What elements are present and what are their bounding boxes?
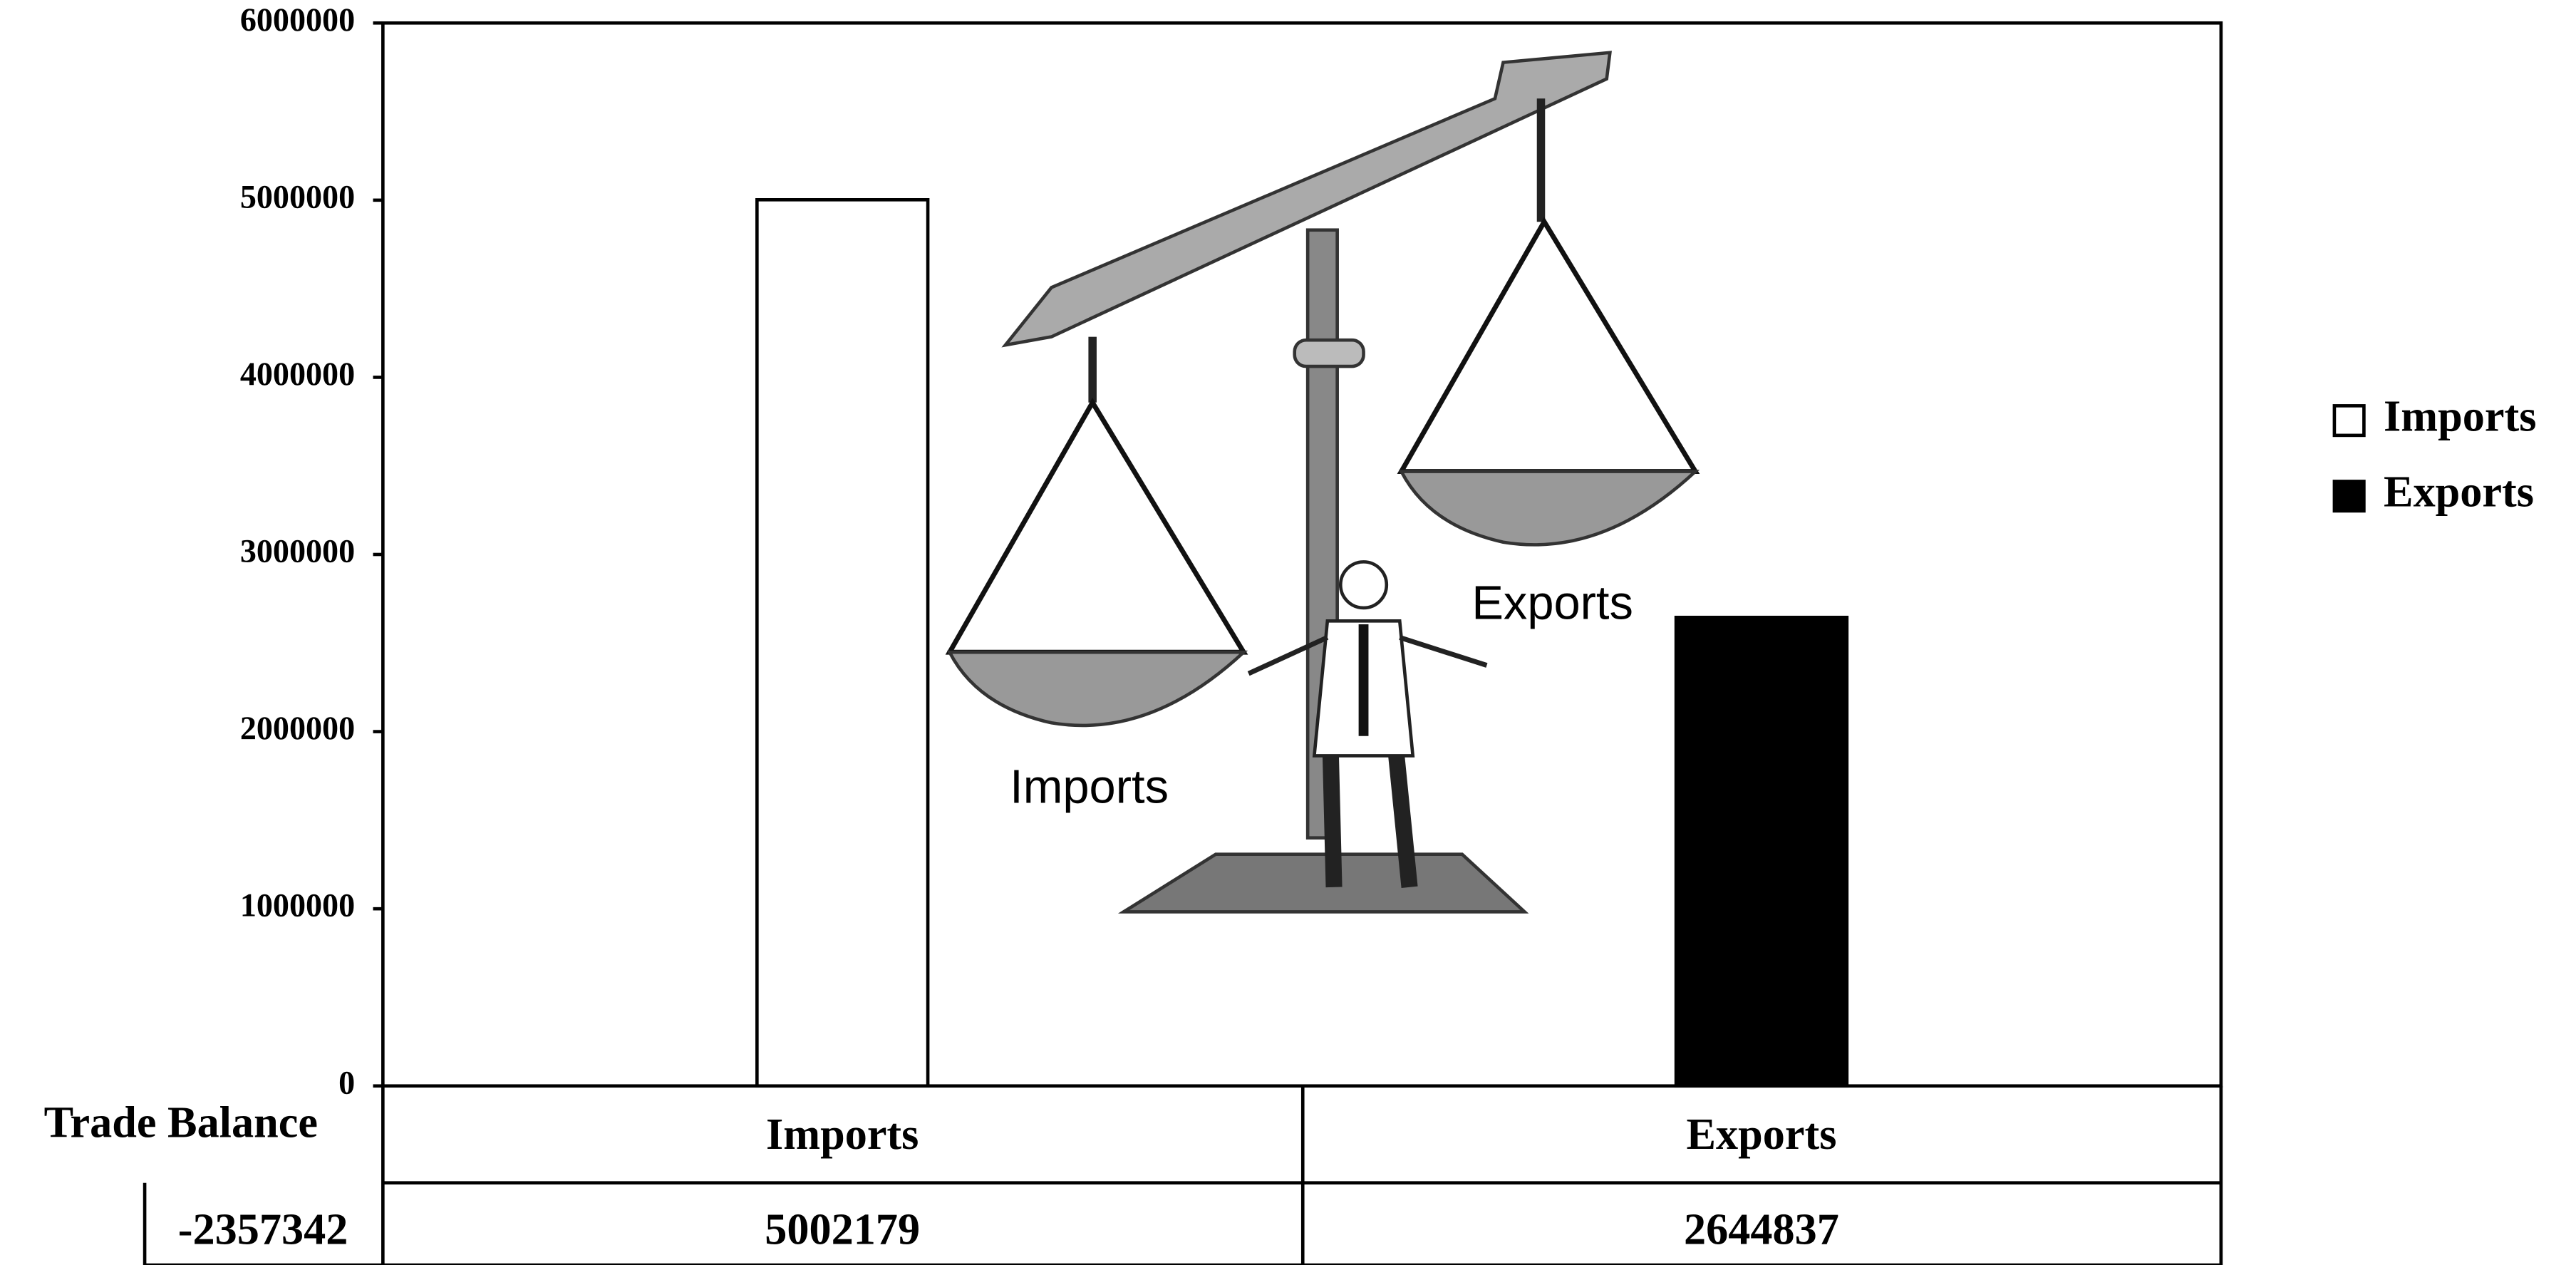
axes: Trade Balance -2357342 [44,23,2221,1265]
legend-swatch [2334,481,2364,510]
y-tick-label: 0 [338,1064,355,1100]
page: Trade Balance -2357342 0 1000000 2000000 30… [0,0,2576,1265]
bar [757,200,928,1085]
y-tick-label: 5000000 [240,178,355,215]
table-value: 2644837 [1684,1205,1839,1254]
y-tick-label: 3000000 [240,533,355,569]
chart: Trade Balance -2357342 0 1000000 2000000 30… [0,0,2576,1265]
bar [1676,617,1847,1085]
y-tick-label: 1000000 [240,887,355,924]
x-tick-label: Exports [1687,1110,1837,1159]
legend-label: Exports [2384,468,2534,516]
table-value: 5002179 [765,1205,920,1254]
y-tick-label: 4000000 [240,356,355,392]
y-tick-label: 2000000 [240,710,355,746]
table-value: -2357342 [178,1205,348,1254]
data-table-grid [145,1086,2221,1265]
legend-swatch [2334,406,2364,435]
x-tick-label: Imports [766,1110,919,1159]
table-row-label: Trade Balance [44,1099,318,1147]
y-tick-label: 6000000 [240,1,355,38]
annotation: Imports [1010,760,1169,813]
annotation: Exports [1471,576,1633,629]
legend-label: Imports [2384,392,2536,440]
